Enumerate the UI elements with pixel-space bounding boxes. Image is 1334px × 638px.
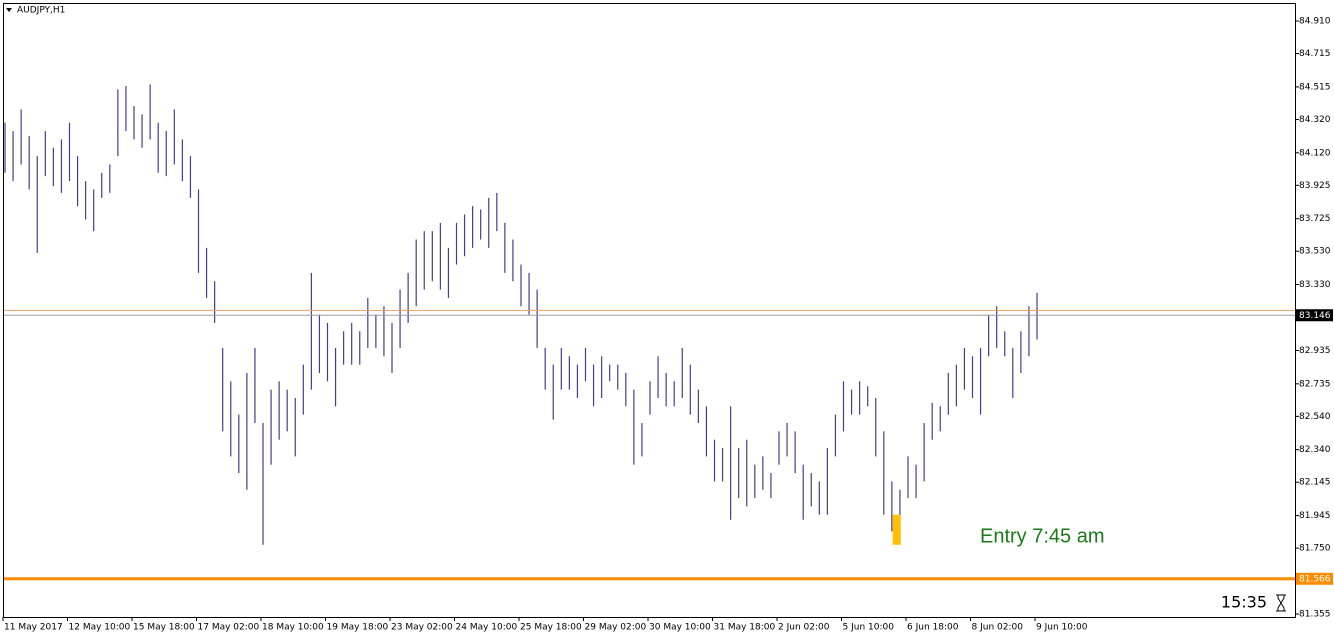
y-tick-label: 84.715 [1299, 49, 1331, 59]
y-tick-label: 82.340 [1299, 445, 1331, 455]
price-label: 81.566 [1299, 574, 1331, 584]
y-tick-label: 81.945 [1299, 511, 1331, 521]
y-tick-label: 83.330 [1299, 280, 1331, 290]
menu-triangle[interactable] [6, 8, 12, 12]
x-tick-label: 15 May 18:00 [133, 623, 195, 633]
plot-frame [3, 3, 1296, 618]
x-tick-label: 2 Jun 02:00 [778, 623, 830, 633]
annotation: Entry 7:45 am [980, 525, 1105, 547]
y-tick-label: 81.355 [1299, 609, 1331, 619]
clock: 15:35 [1221, 593, 1267, 612]
x-tick-label: 24 May 10:00 [456, 623, 518, 633]
y-tick-label: 83.725 [1299, 214, 1331, 224]
x-tick-label: 19 May 18:00 [327, 623, 389, 633]
y-tick-label: 82.145 [1299, 478, 1331, 488]
x-tick-label: 30 May 10:00 [649, 623, 711, 633]
x-tick-label: 23 May 02:00 [391, 623, 453, 633]
y-tick-label: 82.540 [1299, 412, 1331, 422]
x-tick-label: 29 May 02:00 [585, 623, 647, 633]
x-tick-label: 9 Jun 10:00 [1036, 623, 1088, 633]
x-tick-label: 18 May 10:00 [262, 623, 324, 633]
x-tick-label: 6 Jun 18:00 [907, 623, 959, 633]
x-tick-label: 17 May 02:00 [198, 623, 260, 633]
price-label: 83.146 [1299, 311, 1331, 321]
chart-title: AUDJPY,H1 [17, 6, 65, 16]
price-label-box [1296, 572, 1333, 585]
hourglass [1276, 594, 1286, 612]
y-tick-label: 83.530 [1299, 247, 1331, 257]
y-tick-label: 84.320 [1299, 115, 1331, 125]
price-label-box [1296, 309, 1333, 322]
entry-highlight [892, 514, 901, 545]
x-tick-label: 31 May 18:00 [714, 623, 776, 633]
y-tick-label: 84.910 [1299, 17, 1331, 27]
x-tick-label: 25 May 18:00 [520, 623, 582, 633]
y-tick-label: 83.925 [1299, 181, 1331, 191]
x-tick-label: 12 May 10:00 [69, 623, 131, 633]
y-tick-label: 82.735 [1299, 379, 1331, 389]
x-tick-label: 8 Jun 02:00 [972, 623, 1024, 633]
x-tick-label: 11 May 2017 [4, 623, 63, 633]
y-tick-label: 82.935 [1299, 346, 1331, 356]
y-tick-label: 84.120 [1299, 148, 1331, 158]
y-tick-label: 84.515 [1299, 82, 1331, 92]
x-tick-label: 5 Jun 10:00 [843, 623, 895, 633]
y-tick-label: 81.750 [1299, 544, 1331, 554]
